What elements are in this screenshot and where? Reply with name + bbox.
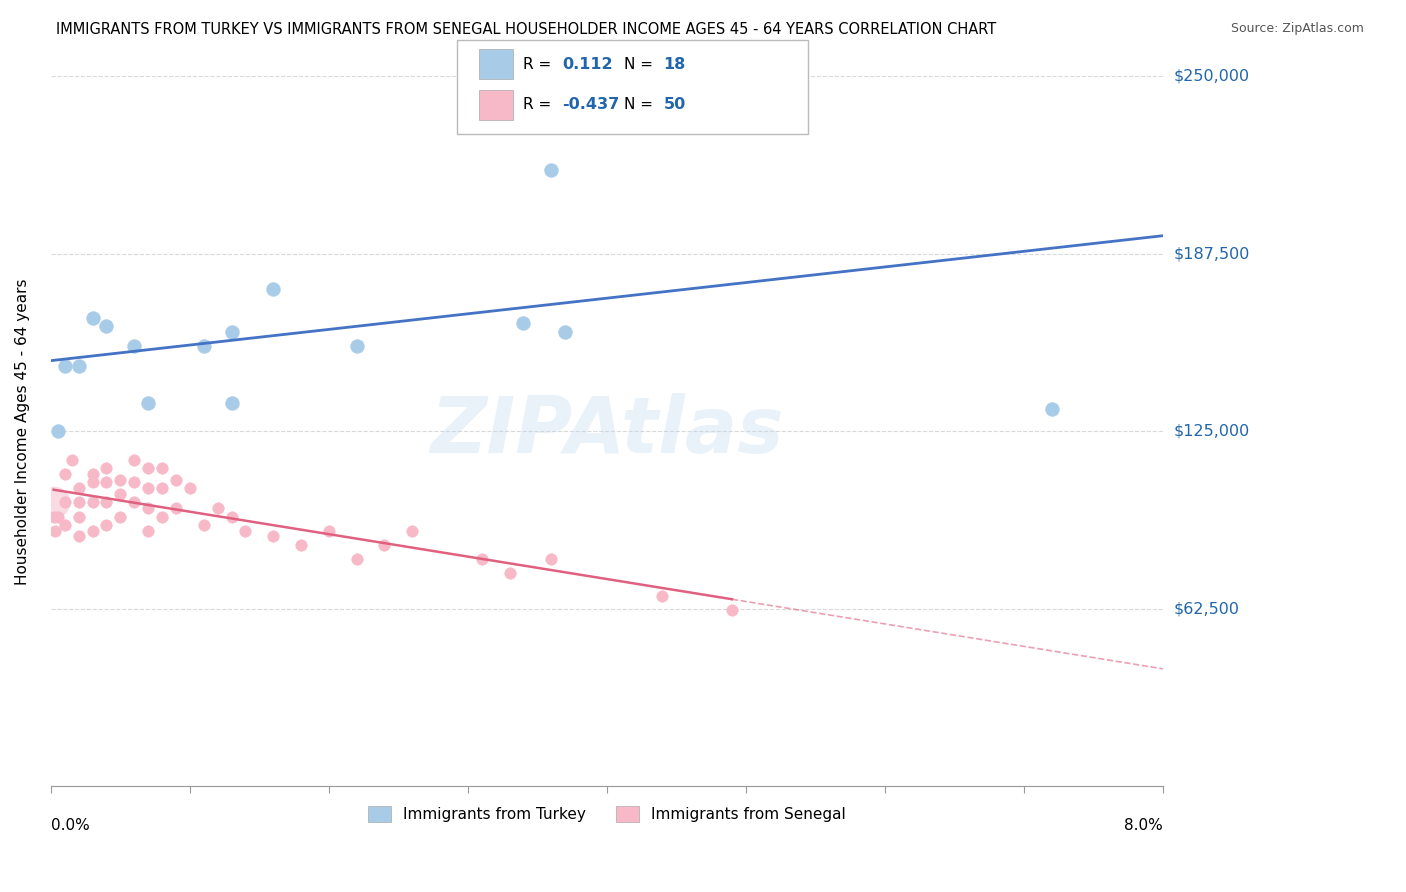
Point bbox=[512, 316, 534, 330]
Point bbox=[373, 538, 395, 552]
Text: R =: R = bbox=[523, 57, 557, 71]
Point bbox=[122, 495, 145, 509]
Point bbox=[82, 524, 104, 538]
Point bbox=[262, 282, 284, 296]
Text: N =: N = bbox=[624, 97, 658, 112]
Point bbox=[122, 475, 145, 490]
Point bbox=[721, 603, 744, 617]
Text: $62,500: $62,500 bbox=[1174, 601, 1240, 616]
Point bbox=[346, 339, 368, 353]
Point bbox=[498, 566, 520, 581]
Point bbox=[53, 518, 76, 533]
Point bbox=[42, 495, 65, 509]
Point bbox=[651, 589, 673, 603]
Point bbox=[82, 310, 104, 325]
Point bbox=[122, 452, 145, 467]
Point bbox=[221, 325, 243, 339]
Text: $125,000: $125,000 bbox=[1174, 424, 1250, 439]
Text: N =: N = bbox=[624, 57, 658, 71]
Point bbox=[179, 481, 201, 495]
Text: -0.437: -0.437 bbox=[562, 97, 620, 112]
Point bbox=[46, 424, 69, 438]
Point bbox=[150, 481, 173, 495]
Text: 8.0%: 8.0% bbox=[1125, 819, 1163, 833]
Point bbox=[262, 529, 284, 543]
Point bbox=[67, 481, 90, 495]
Point bbox=[136, 481, 159, 495]
Point bbox=[193, 339, 215, 353]
Point bbox=[82, 495, 104, 509]
Point bbox=[96, 495, 118, 509]
Point bbox=[776, 103, 799, 117]
Point bbox=[1040, 401, 1063, 416]
Point bbox=[221, 396, 243, 410]
Point bbox=[471, 552, 494, 566]
Point bbox=[207, 500, 229, 515]
Point bbox=[42, 509, 65, 524]
Point bbox=[110, 509, 132, 524]
Point bbox=[44, 524, 66, 538]
Point bbox=[165, 473, 187, 487]
Point bbox=[136, 461, 159, 475]
Point bbox=[96, 518, 118, 533]
Point bbox=[82, 467, 104, 481]
Point bbox=[136, 396, 159, 410]
Legend: Immigrants from Turkey, Immigrants from Senegal: Immigrants from Turkey, Immigrants from … bbox=[361, 800, 852, 829]
Point bbox=[110, 473, 132, 487]
Point bbox=[401, 524, 423, 538]
Text: R =: R = bbox=[523, 97, 557, 112]
Point bbox=[67, 359, 90, 373]
Point bbox=[110, 487, 132, 501]
Point bbox=[554, 325, 576, 339]
Point bbox=[346, 552, 368, 566]
Point bbox=[67, 529, 90, 543]
Point bbox=[96, 475, 118, 490]
Text: 50: 50 bbox=[664, 97, 686, 112]
Text: Source: ZipAtlas.com: Source: ZipAtlas.com bbox=[1230, 22, 1364, 36]
Point bbox=[540, 162, 562, 177]
Point bbox=[136, 524, 159, 538]
Point bbox=[150, 509, 173, 524]
Point bbox=[193, 518, 215, 533]
Text: 0.112: 0.112 bbox=[562, 57, 613, 71]
Point bbox=[96, 461, 118, 475]
Point bbox=[60, 452, 83, 467]
Point bbox=[82, 475, 104, 490]
Point bbox=[235, 524, 257, 538]
Text: $187,500: $187,500 bbox=[1174, 246, 1250, 261]
Point bbox=[165, 500, 187, 515]
Point bbox=[150, 461, 173, 475]
Point bbox=[318, 524, 340, 538]
Point bbox=[53, 467, 76, 481]
Point bbox=[221, 509, 243, 524]
Text: ZIPAtlas: ZIPAtlas bbox=[430, 393, 783, 469]
Text: $250,000: $250,000 bbox=[1174, 69, 1250, 84]
Point bbox=[122, 339, 145, 353]
Text: 18: 18 bbox=[664, 57, 686, 71]
Point bbox=[46, 509, 69, 524]
Point bbox=[53, 495, 76, 509]
Y-axis label: Householder Income Ages 45 - 64 years: Householder Income Ages 45 - 64 years bbox=[15, 278, 30, 584]
Text: 0.0%: 0.0% bbox=[51, 819, 90, 833]
Point bbox=[53, 359, 76, 373]
Point bbox=[96, 319, 118, 334]
Text: IMMIGRANTS FROM TURKEY VS IMMIGRANTS FROM SENEGAL HOUSEHOLDER INCOME AGES 45 - 6: IMMIGRANTS FROM TURKEY VS IMMIGRANTS FRO… bbox=[56, 22, 997, 37]
Point bbox=[540, 552, 562, 566]
Point bbox=[136, 500, 159, 515]
Point bbox=[67, 509, 90, 524]
Point bbox=[290, 538, 312, 552]
Point bbox=[67, 495, 90, 509]
